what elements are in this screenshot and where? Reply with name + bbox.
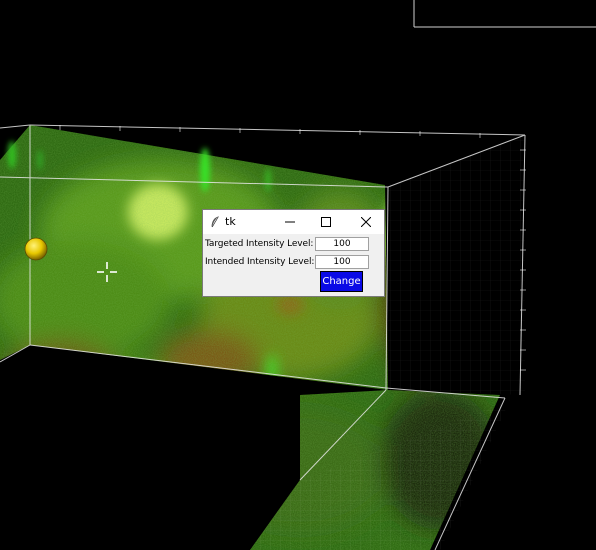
floor-grid [250, 400, 510, 550]
minimize-button[interactable] [273, 210, 307, 234]
targeted-intensity-label: Targeted Intensity Level: [205, 239, 314, 249]
maximize-icon [321, 217, 331, 227]
top-right-panel-outline [413, 0, 596, 28]
targeted-intensity-input[interactable] [315, 237, 369, 251]
crosshair-cursor-icon [97, 262, 117, 282]
close-button[interactable] [349, 210, 383, 234]
intended-intensity-label: Intended Intensity Level: [205, 257, 315, 267]
bounding-box [0, 124, 526, 550]
feather-icon [211, 216, 219, 228]
side-grid [388, 135, 525, 395]
volume-streaks [8, 141, 271, 192]
change-button[interactable]: Change [320, 271, 363, 292]
title-bar[interactable]: tk [203, 210, 384, 234]
maximize-button[interactable] [309, 210, 343, 234]
axis-ticks [59, 125, 526, 371]
yellow-sphere-icon[interactable] [24, 237, 48, 261]
intended-intensity-input[interactable] [315, 255, 369, 269]
window-title: tk [225, 215, 236, 228]
minimize-icon [285, 221, 295, 223]
tk-dialog-window[interactable]: tk Targeted Intensity Level: Intended In… [202, 209, 385, 297]
close-icon [361, 217, 371, 227]
